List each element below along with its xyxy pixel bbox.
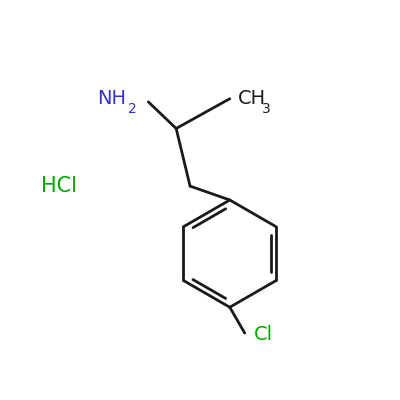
Text: NH: NH (98, 89, 126, 108)
Text: 3: 3 (262, 102, 270, 116)
Text: CH: CH (238, 89, 266, 108)
Text: HCl: HCl (41, 176, 77, 196)
Text: 2: 2 (128, 102, 137, 116)
Text: Cl: Cl (254, 325, 272, 344)
